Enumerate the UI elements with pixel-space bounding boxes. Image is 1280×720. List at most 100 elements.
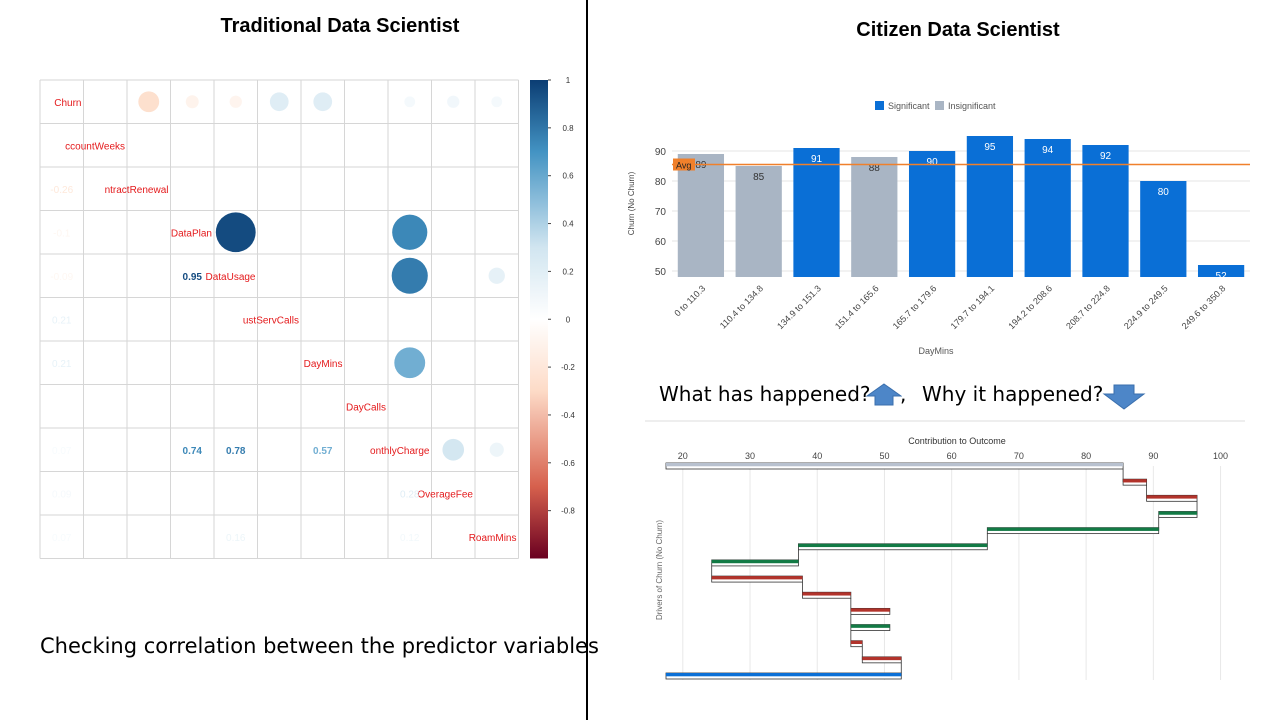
colorbar-tick-label: 0 <box>566 315 571 324</box>
bar <box>908 151 956 277</box>
correlation-grid <box>39 79 519 559</box>
variable-label: DayMins <box>304 359 343 370</box>
variable-label: ntractRenewal <box>105 185 169 196</box>
correlation-value: 0.74 <box>183 446 203 457</box>
bar <box>1024 139 1071 277</box>
legend-swatch-significant <box>875 101 884 110</box>
x-tick-label: 40 <box>812 451 822 461</box>
bar <box>793 148 840 277</box>
correlation-value: 0.78 <box>226 446 246 457</box>
bar-value-label: 89 <box>695 160 707 171</box>
arrow-up-icon <box>866 383 902 406</box>
waterfall-bar <box>1158 511 1198 515</box>
colorbar-tick-label: 0.2 <box>562 267 574 276</box>
colorbar-tick-label: 0.4 <box>562 220 574 229</box>
waterfall-bar <box>802 592 851 596</box>
correlation-circle <box>392 214 428 250</box>
bar <box>735 166 782 277</box>
correlation-value: -0.09 <box>50 272 73 283</box>
waterfall-bar <box>666 463 1124 467</box>
legend-swatch-insignificant <box>935 101 944 110</box>
correlation-value: 0.07 <box>52 446 72 457</box>
colorbar-tick-label: -0.4 <box>561 411 575 420</box>
variable-label: RoamMins <box>469 533 517 544</box>
variable-label: DataPlan <box>171 228 212 239</box>
variable-label: DayCalls <box>346 402 386 413</box>
bar <box>1140 181 1187 277</box>
variable-label: DataUsage <box>205 272 255 283</box>
correlation-value: 0.21 <box>52 315 72 326</box>
question-why-happened: Why it happened? <box>922 382 1104 406</box>
x-tick-label: 194.2 to 208.6 <box>1006 283 1054 331</box>
colorbar-tick-label: 0.6 <box>562 172 574 181</box>
bar-value-label: 91 <box>811 154 823 165</box>
question-what-happened: What has happened? <box>659 382 871 406</box>
variable-label: OverageFee <box>417 489 473 500</box>
waterfall-bar <box>850 608 890 612</box>
y-tick-label: 90 <box>655 147 667 158</box>
x-tick-label: 90 <box>1148 451 1158 461</box>
correlation-value: 0.21 <box>52 359 72 370</box>
waterfall-chart: Contribution to Outcome 20 30 40 50 60 70 80 90 1… <box>645 420 1245 680</box>
bar-value-label: 95 <box>984 142 996 153</box>
waterfall-bar <box>862 656 902 661</box>
x-tick-label: 110.4 to 134.8 <box>718 283 765 330</box>
bar-value-label: 92 <box>1100 151 1112 162</box>
correlation-circle <box>489 442 504 457</box>
right-title: Citizen Data Scientist <box>856 19 1060 41</box>
correlation-circle <box>185 95 199 109</box>
correlation-value: 0.07 <box>52 533 72 544</box>
waterfall-bar <box>987 527 1159 531</box>
correlation-circle <box>313 92 333 112</box>
bar <box>966 136 1014 277</box>
colorbar-tick-label: -0.6 <box>561 459 575 468</box>
x-tick-label: 179.7 to 194.1 <box>949 283 997 331</box>
avg-label: Avg <box>676 161 691 171</box>
correlation-value: -0.26 <box>50 185 73 196</box>
waterfall-bar <box>666 673 902 677</box>
x-tick-label: 208.7 to 224.8 <box>1064 283 1112 331</box>
correlation-value: 0.57 <box>313 446 333 457</box>
colorbar-tick-label: -0.2 <box>561 363 575 372</box>
legend-label: Insignificant <box>948 101 996 111</box>
variable-label: ustServCalls <box>243 315 299 326</box>
bar-chart: Significant Insignificant 50 60 70 80 90 Churn … <box>627 101 1250 356</box>
waterfall-bar <box>850 640 863 644</box>
colorbar-tick-label: 0.8 <box>562 124 574 133</box>
bar-value-label: 52 <box>1216 271 1228 282</box>
x-tick-label: 0 to 110.3 <box>672 283 707 318</box>
x-tick-label: 80 <box>1081 451 1091 461</box>
correlation-value: 0.16 <box>226 533 246 544</box>
x-tick-label: 224.9 to 249.5 <box>1122 283 1170 331</box>
bar <box>851 157 898 277</box>
y-tick-label: 60 <box>655 237 667 248</box>
x-tick-label: 20 <box>678 451 688 461</box>
variable-label: ccountWeeks <box>65 141 125 152</box>
correlation-plot: Churn ccountWeeks ntractRenewal DataPlan Dat… <box>39 76 575 559</box>
waterfall-bar <box>798 543 988 548</box>
waterfall-bar <box>1123 479 1147 483</box>
correlation-circle <box>138 91 160 113</box>
waterfall-bar <box>711 576 803 580</box>
y-tick-label: 80 <box>655 177 667 188</box>
correlation-circle <box>491 96 503 108</box>
x-tick-label: 249.6 to 350.8 <box>1180 283 1228 331</box>
correlation-value: 0.12 <box>400 533 420 544</box>
x-tick-label: 60 <box>947 451 957 461</box>
divider-line <box>586 0 588 720</box>
arrow-down-icon <box>1102 384 1146 410</box>
y-axis-label: Churn (No Churn) <box>627 171 636 235</box>
bar-value-label: 90 <box>927 157 939 168</box>
correlation-value: -0.1 <box>53 228 71 239</box>
question-separator: , <box>900 382 907 406</box>
x-tick-label: 134.9 to 151.3 <box>775 283 823 331</box>
x-tick-label: 70 <box>1014 451 1024 461</box>
correlation-circle <box>215 212 256 253</box>
bar-value-label: 94 <box>1042 145 1054 156</box>
avg-badge <box>673 158 695 171</box>
correlation-value: 0.95 <box>183 272 203 283</box>
y-tick-label: 50 <box>655 267 667 278</box>
bar <box>677 154 725 277</box>
left-caption: Checking correlation between the predict… <box>40 634 599 658</box>
left-title: Traditional Data Scientist <box>220 15 460 37</box>
